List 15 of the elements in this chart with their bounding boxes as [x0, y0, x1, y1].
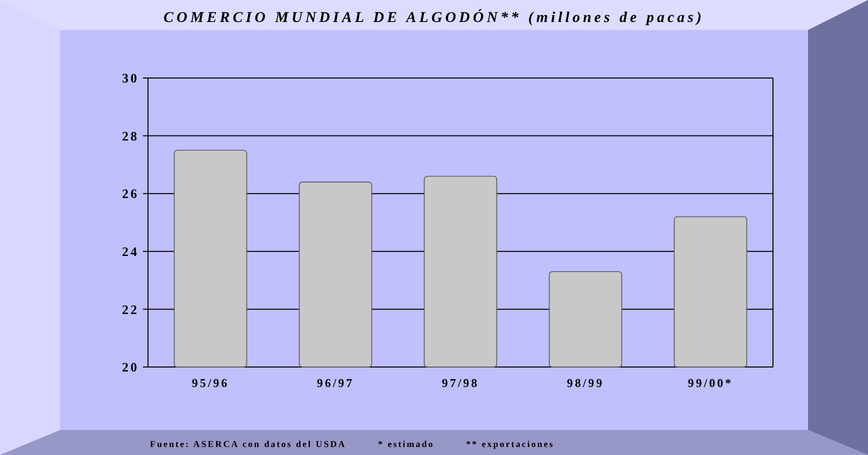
y-tick-label: 28 [122, 128, 139, 144]
text: * estimado [378, 439, 434, 449]
x-tick-label: 95/96 [192, 376, 230, 390]
x-tick-label: 98/99 [566, 376, 604, 390]
chart-title: COMERCIO MUNDIAL DE ALGODÓN** (millones de pacas) [164, 9, 704, 26]
y-tick-label: 26 [122, 186, 139, 202]
text: ** exportaciones [466, 439, 554, 449]
x-tick-label: 96/97 [316, 376, 354, 390]
x-tick-label: 99/00* [688, 376, 734, 390]
y-tick-label: 22 [122, 302, 139, 317]
y-tick-label: 20 [122, 360, 139, 375]
y-tick-label: 30 [122, 70, 139, 86]
source-note: Fuente: ASERCA con datos del USDA [150, 439, 346, 449]
y-tick-label: 24 [122, 244, 139, 259]
x-tick-label: 97/98 [442, 376, 480, 390]
